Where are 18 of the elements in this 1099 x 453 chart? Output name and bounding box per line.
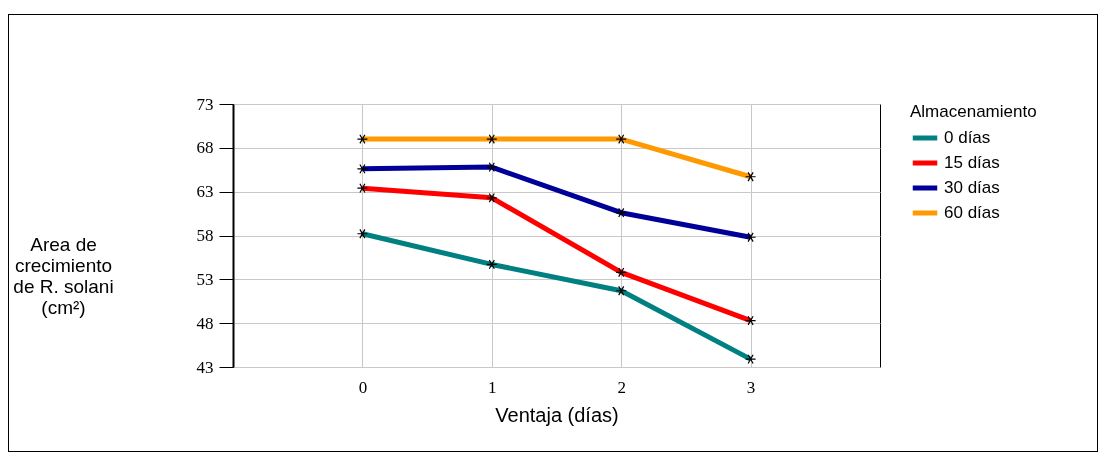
- legend-label: 0 días: [944, 128, 991, 147]
- legend-label: 30 días: [944, 178, 1000, 197]
- y-tick-label: 48: [196, 313, 214, 333]
- legend-label: 60 días: [944, 203, 1000, 222]
- x-tick-label: 2: [617, 377, 626, 397]
- y-tick-label: 53: [196, 269, 214, 289]
- x-axis-title: Ventaja (días): [495, 403, 619, 426]
- y-tick-label: 73: [196, 94, 214, 114]
- x-tick-label: 3: [746, 377, 756, 397]
- y-tick-label: 68: [196, 138, 214, 158]
- legend-title: Almacenamiento: [910, 102, 1037, 121]
- x-tick-label: 1: [488, 377, 497, 397]
- y-axis-title: Area de crecimiento de R. solani (cm²): [13, 233, 114, 318]
- y-tick-label: 58: [196, 226, 214, 245]
- y-tick-label: 63: [196, 182, 214, 202]
- y-tick-label: 43: [196, 357, 214, 377]
- legend-label: 15 días: [944, 153, 1000, 172]
- x-tick-label: 0: [358, 377, 368, 397]
